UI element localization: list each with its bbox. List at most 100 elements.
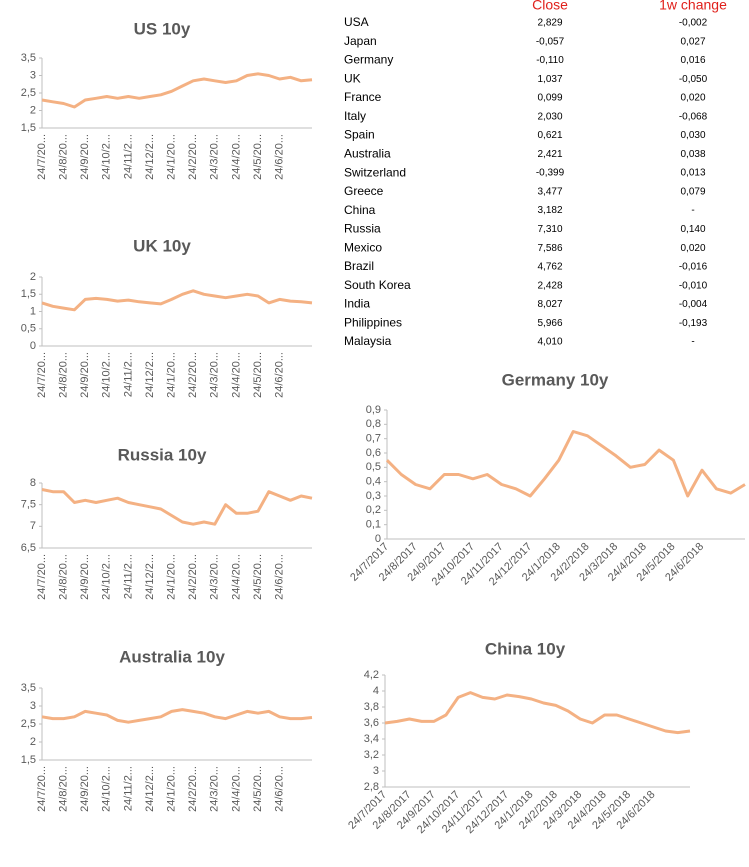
close: 1,037 — [537, 74, 562, 85]
y-tick-label: 3 — [30, 700, 36, 712]
close: 4,010 — [537, 337, 562, 348]
x-tick-label: 24/1/20... — [166, 134, 178, 180]
change: -0,050 — [679, 74, 708, 85]
x-tick-label: 24/9/20... — [79, 352, 91, 398]
y-tick-label: 2 — [30, 736, 36, 748]
change: 0,079 — [680, 186, 705, 197]
y-tick-label: 0,9 — [366, 404, 381, 416]
x-tick-label: 24/3/20... — [209, 766, 221, 812]
y-tick-label: 0,2 — [366, 504, 381, 516]
y-tick-label: 3,5 — [21, 52, 36, 64]
x-tick-label: 24/3/20... — [209, 554, 221, 600]
country: Australia — [344, 146, 391, 160]
x-tick-label: 24/2/20... — [187, 352, 199, 398]
x-tick-label: 24/2/20... — [187, 554, 199, 600]
x-tick-label: 24/12/2... — [144, 554, 156, 600]
x-tick-label: 24/4/20... — [230, 352, 242, 398]
y-tick-label: 3 — [30, 69, 36, 81]
close: 2,030 — [537, 111, 562, 122]
y-tick-label: 0,3 — [366, 490, 381, 502]
x-tick-label: 24/10/2... — [101, 766, 113, 812]
close: 4,762 — [537, 262, 562, 273]
change: 0,030 — [680, 130, 705, 141]
change: 0,140 — [680, 224, 705, 235]
x-tick-label: 24/12/2... — [144, 766, 156, 812]
close: -0,399 — [536, 168, 565, 179]
chart-title: UK 10y — [133, 236, 191, 255]
x-tick-label: 24/1/20... — [166, 352, 178, 398]
data-line — [41, 289, 313, 312]
change: -0,004 — [679, 299, 708, 310]
x-tick-label: 24/2/20... — [187, 134, 199, 180]
x-tick-label: 24/10/2... — [101, 352, 113, 398]
x-tick-label: 24/8/20... — [58, 766, 70, 812]
x-tick-label: 24/7/20... — [36, 134, 48, 180]
y-tick-label: 3,5 — [21, 682, 36, 694]
close: -0,057 — [536, 36, 565, 47]
y-tick-label: 0,8 — [366, 418, 381, 430]
country: China — [344, 203, 376, 217]
close: 0,099 — [537, 93, 562, 104]
x-tick-label: 24/6/20... — [274, 352, 286, 398]
country: Russia — [344, 222, 381, 236]
close: 5,966 — [537, 318, 562, 329]
data-line — [41, 488, 313, 526]
y-tick-label: 7,5 — [21, 499, 36, 511]
country: Germany — [344, 53, 393, 67]
y-tick-label: 0,6 — [366, 447, 381, 459]
x-tick-label: 24/3/20... — [209, 352, 221, 398]
y-tick-label: 1,5 — [21, 122, 36, 134]
y-tick-label: 0,5 — [21, 323, 36, 335]
x-tick-label: 24/8/20... — [58, 352, 70, 398]
x-tick-label: 24/9/20... — [79, 134, 91, 180]
data-line — [384, 691, 691, 735]
x-tick-label: 24/9/20... — [79, 554, 91, 600]
y-tick-label: 0 — [375, 533, 381, 545]
x-tick-label: 24/7/20... — [36, 766, 48, 812]
x-tick-label: 24/6/20... — [274, 134, 286, 180]
x-tick-label: 24/4/20... — [230, 134, 242, 180]
chart-title: US 10y — [134, 19, 191, 38]
change: -0,016 — [679, 262, 708, 273]
y-tick-label: 1 — [30, 305, 36, 317]
country: South Korea — [344, 278, 411, 292]
x-tick-label: 24/3/20... — [209, 134, 221, 180]
y-tick-label: 3,4 — [364, 733, 379, 745]
x-tick-label: 24/10/2... — [101, 554, 113, 600]
x-tick-label: 24/12/2... — [144, 134, 156, 180]
x-tick-label: 24/11/2... — [122, 554, 134, 599]
column-header: Close — [532, 0, 568, 13]
y-tick-label: 3,8 — [364, 701, 379, 713]
change: -0,002 — [679, 18, 708, 29]
close: 8,027 — [537, 299, 562, 310]
y-tick-label: 1,5 — [21, 288, 36, 300]
x-tick-label: 24/5/20... — [252, 766, 264, 812]
x-tick-label: 24/5/20... — [252, 134, 264, 180]
x-tick-label: 24/1/20... — [166, 766, 178, 812]
close: 7,586 — [537, 243, 562, 254]
x-tick-label: 24/1/20... — [166, 554, 178, 600]
close: 2,428 — [537, 280, 562, 291]
y-tick-label: 0,1 — [366, 519, 381, 531]
data-line — [385, 430, 746, 498]
close: 0,621 — [537, 130, 562, 141]
y-tick-label: 8 — [30, 477, 36, 489]
country: Japan — [344, 34, 377, 48]
data-line — [41, 72, 313, 109]
y-tick-label: 2 — [30, 104, 36, 116]
x-tick-label: 24/8/20... — [58, 134, 70, 180]
y-tick-label: 6,5 — [21, 542, 36, 554]
country: Switzerland — [344, 165, 406, 179]
country: UK — [344, 71, 361, 85]
y-tick-label: 1,5 — [21, 754, 36, 766]
y-tick-label: 2,5 — [21, 718, 36, 730]
x-tick-label: 24/6/20... — [274, 766, 286, 812]
y-tick-label: 0,7 — [366, 433, 381, 445]
x-tick-label: 24/7/20... — [36, 554, 48, 600]
y-tick-label: 0,4 — [366, 476, 381, 488]
close: -0,110 — [536, 55, 564, 66]
y-tick-label: 7 — [30, 520, 36, 532]
x-tick-label: 24/9/20... — [79, 766, 91, 812]
x-tick-label: 24/4/20... — [230, 554, 242, 600]
